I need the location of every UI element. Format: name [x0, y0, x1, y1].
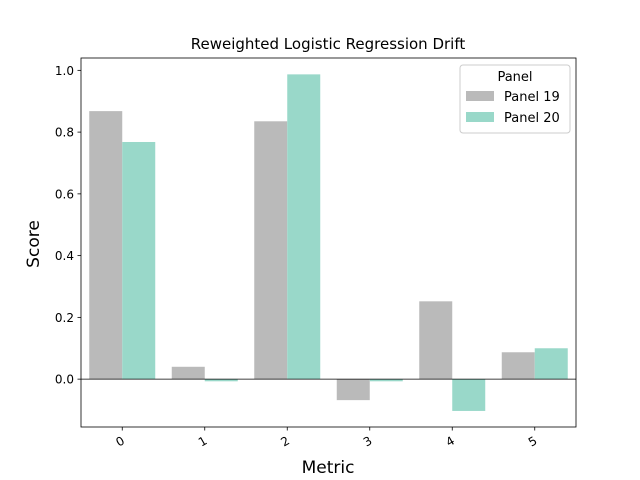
x-tick-label: 2 — [278, 434, 292, 450]
y-tick-label: 0.0 — [55, 373, 74, 387]
legend: Panel Panel 19 Panel 20 — [459, 64, 571, 134]
bar-panel-19-5 — [501, 352, 535, 380]
bar-panel-20-1 — [204, 379, 238, 382]
plot-area — [81, 74, 576, 411]
bar-panel-19-1 — [171, 366, 205, 380]
legend-swatch-panel-20 — [466, 112, 494, 122]
legend-label-panel-19: Panel 19 — [504, 90, 560, 105]
bar-panel-20-4 — [452, 379, 486, 411]
bar-panel-19-4 — [419, 301, 453, 380]
x-tick-label: 1 — [196, 434, 210, 450]
y-tick-label: 0.2 — [55, 311, 74, 325]
legend-swatch-panel-19 — [466, 91, 494, 101]
bar-panel-19-2 — [254, 121, 288, 380]
y-tick-label: 1.0 — [55, 64, 74, 78]
x-tick-label: 0 — [113, 434, 127, 450]
legend-title: Panel — [497, 70, 532, 85]
bar-panel-20-3 — [369, 379, 403, 382]
x-tick-label: 5 — [526, 434, 540, 450]
x-tick-label: 4 — [443, 434, 457, 450]
legend-label-panel-20: Panel 20 — [504, 111, 560, 126]
bar-panel-20-5 — [534, 348, 568, 380]
bar-panel-19-0 — [89, 111, 123, 380]
bar-panel-20-0 — [122, 141, 156, 380]
bar-panel-19-3 — [336, 379, 370, 401]
chart-title: Reweighted Logistic Regression Drift — [191, 35, 466, 53]
y-tick-label: 0.8 — [55, 126, 74, 140]
bar-panel-20-2 — [287, 74, 321, 380]
y-tick-label: 0.4 — [55, 249, 74, 263]
plot-frame — [80, 57, 577, 428]
x-axis-title: Metric — [302, 458, 355, 478]
y-axis-title: Score — [24, 220, 44, 268]
x-tick-label: 3 — [361, 434, 375, 450]
y-tick-label: 0.6 — [55, 187, 74, 201]
